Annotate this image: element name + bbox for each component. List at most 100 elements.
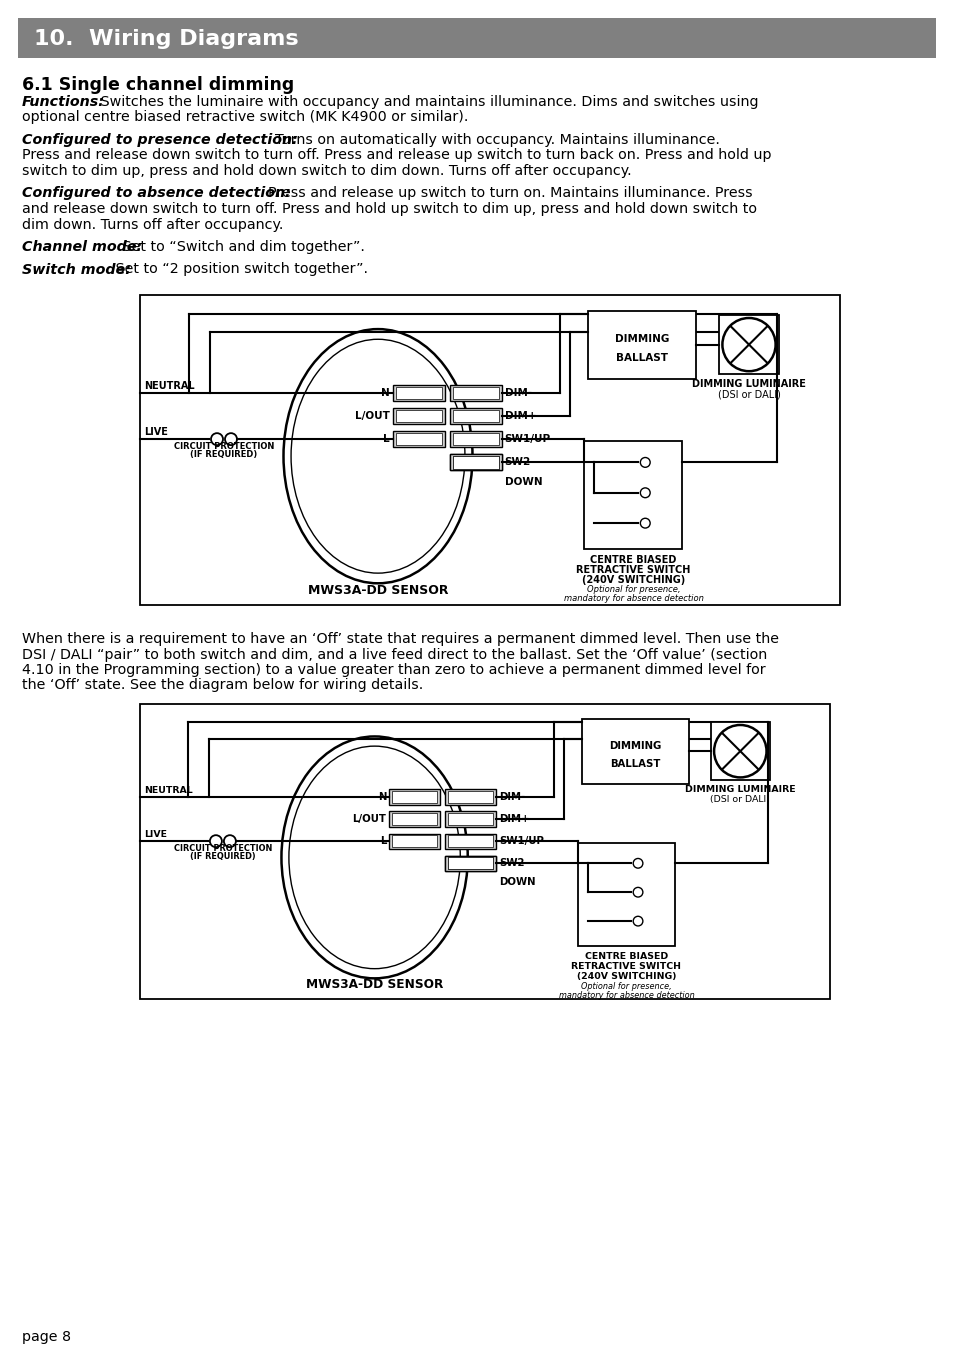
Text: L: L [379, 837, 386, 846]
Text: Press and release up switch to turn on. Maintains illuminance. Press: Press and release up switch to turn on. … [258, 187, 752, 200]
Text: LIVE: LIVE [144, 427, 168, 437]
Text: NEUTRAL: NEUTRAL [144, 380, 194, 391]
Bar [453, 410, 498, 422]
Text: Channel mode:: Channel mode: [22, 240, 142, 255]
Bar [18, 18, 935, 58]
Text: mandatory for absence detection: mandatory for absence detection [558, 991, 694, 999]
Ellipse shape [281, 737, 467, 979]
Text: dim down. Turns off after occupancy.: dim down. Turns off after occupancy. [22, 218, 283, 232]
Text: L: L [383, 435, 390, 444]
Bar [445, 834, 496, 849]
Bar [140, 295, 840, 605]
Ellipse shape [283, 329, 472, 584]
Text: DIMMING LUMINAIRE: DIMMING LUMINAIRE [691, 379, 805, 389]
Text: (240V SWITCHING): (240V SWITCHING) [581, 575, 684, 585]
Text: N: N [377, 792, 386, 802]
Bar [584, 440, 681, 550]
Text: Switches the luminaire with occupancy and maintains illuminance. Dims and switch: Switches the luminaire with occupancy an… [96, 95, 758, 110]
Bar [448, 835, 493, 848]
Text: RETRACTIVE SWITCH: RETRACTIVE SWITCH [576, 565, 690, 575]
Text: 10.  Wiring Diagrams: 10. Wiring Diagrams [34, 28, 298, 49]
Text: DSI / DALI “pair” to both switch and dim, and a live feed direct to the ballast.: DSI / DALI “pair” to both switch and dim… [22, 647, 766, 662]
Text: Optional for presence,: Optional for presence, [580, 982, 671, 991]
Text: DOWN: DOWN [504, 477, 541, 486]
Text: CENTRE BIASED: CENTRE BIASED [584, 952, 667, 961]
Text: the ‘Off’ state. See the diagram below for wiring details.: the ‘Off’ state. See the diagram below f… [22, 678, 423, 692]
Bar [389, 789, 440, 804]
Text: MWS3A-DD SENSOR: MWS3A-DD SENSOR [306, 978, 443, 991]
Text: Switch mode:: Switch mode: [22, 263, 131, 276]
Bar [578, 842, 674, 946]
Text: switch to dim up, press and hold down switch to dim down. Turns off after occupa: switch to dim up, press and hold down sw… [22, 164, 631, 177]
Text: SW2: SW2 [499, 858, 524, 868]
Text: 4.10 in the Programming section) to a value greater than zero to achieve a perma: 4.10 in the Programming section) to a va… [22, 663, 765, 677]
Text: RETRACTIVE SWITCH: RETRACTIVE SWITCH [571, 961, 680, 971]
Bar [581, 719, 688, 784]
Bar [719, 315, 778, 374]
Bar [395, 410, 441, 422]
Text: CIRCUIT PROTECTION: CIRCUIT PROTECTION [173, 443, 274, 451]
Bar [392, 791, 436, 803]
Text: L/OUT: L/OUT [352, 814, 386, 825]
Text: Set to “Switch and dim together”.: Set to “Switch and dim together”. [118, 240, 365, 255]
Bar [393, 408, 444, 424]
Text: Functions:: Functions: [22, 95, 105, 110]
Ellipse shape [289, 746, 459, 968]
Text: (DSI or DALI): (DSI or DALI) [710, 795, 769, 804]
Bar [445, 856, 496, 871]
Text: CIRCUIT PROTECTION: CIRCUIT PROTECTION [173, 844, 272, 853]
Bar [453, 386, 498, 399]
Text: (DSI or DALI): (DSI or DALI) [717, 389, 780, 399]
Bar [389, 811, 440, 827]
Bar [395, 433, 441, 445]
Bar [445, 789, 496, 804]
Text: and release down switch to turn off. Press and hold up switch to dim up, press a: and release down switch to turn off. Pre… [22, 202, 757, 217]
Bar [448, 857, 493, 869]
Bar [445, 856, 496, 871]
Text: page 8: page 8 [22, 1330, 71, 1345]
Bar [393, 431, 444, 447]
Text: SW2: SW2 [504, 458, 530, 467]
Text: Configured to absence detection:: Configured to absence detection: [22, 187, 291, 200]
Bar [453, 456, 498, 468]
Bar [587, 310, 696, 379]
Text: Set to “2 position switch together”.: Set to “2 position switch together”. [111, 263, 368, 276]
Text: Optional for presence,: Optional for presence, [586, 585, 679, 594]
Bar [395, 386, 441, 399]
Text: CENTRE BIASED: CENTRE BIASED [590, 555, 676, 565]
Text: SW1/UP: SW1/UP [499, 837, 544, 846]
Text: (IF REQUIRED): (IF REQUIRED) [190, 852, 255, 861]
Text: SW1/UP: SW1/UP [504, 435, 550, 444]
Bar [450, 455, 501, 470]
Text: 6.1 Single channel dimming: 6.1 Single channel dimming [22, 76, 294, 93]
Bar [392, 835, 436, 848]
Text: DIMMING LUMINAIRE: DIMMING LUMINAIRE [684, 785, 795, 795]
Ellipse shape [291, 340, 464, 573]
Text: Configured to presence detection:: Configured to presence detection: [22, 133, 297, 148]
Text: DIMMING: DIMMING [608, 741, 660, 751]
Bar [453, 433, 498, 445]
Text: BALLAST: BALLAST [609, 760, 659, 769]
Bar [450, 408, 501, 424]
Text: DIM+: DIM+ [504, 410, 536, 421]
Text: mandatory for absence detection: mandatory for absence detection [563, 594, 702, 603]
Text: (240V SWITCHING): (240V SWITCHING) [577, 972, 676, 980]
Text: When there is a requirement to have an ‘Off’ state that requires a permanent dim: When there is a requirement to have an ‘… [22, 632, 779, 646]
Bar [140, 704, 829, 999]
Text: DIMMING: DIMMING [615, 334, 669, 344]
Text: DOWN: DOWN [499, 876, 536, 887]
Text: Press and release down switch to turn off. Press and release up switch to turn b: Press and release down switch to turn of… [22, 149, 771, 162]
Text: (IF REQUIRED): (IF REQUIRED) [191, 450, 257, 459]
Bar [450, 455, 501, 470]
Bar [448, 857, 493, 869]
Text: DIM-: DIM- [504, 387, 531, 398]
Text: DIM+: DIM+ [499, 814, 530, 825]
Text: LIVE: LIVE [144, 830, 167, 839]
Text: L/OUT: L/OUT [355, 410, 390, 421]
Bar [448, 791, 493, 803]
Bar [450, 431, 501, 447]
Text: optional centre biased retractive switch (MK K4900 or similar).: optional centre biased retractive switch… [22, 111, 468, 125]
Text: BALLAST: BALLAST [616, 353, 667, 363]
Text: DIM-: DIM- [499, 792, 525, 802]
Bar [448, 814, 493, 825]
